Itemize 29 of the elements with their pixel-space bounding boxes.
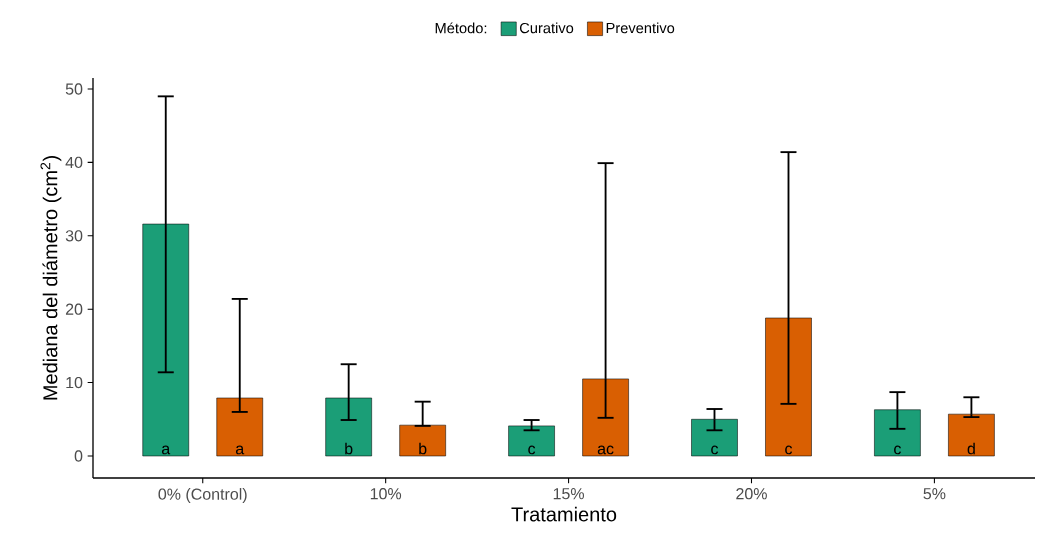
x-tick-label: 0% (Control) [158, 488, 247, 503]
data-label: b [419, 442, 427, 455]
legend-title: Método: [435, 22, 487, 34]
bar [399, 424, 446, 457]
x-tick-label: 15% [553, 488, 585, 500]
data-label: c [894, 445, 901, 455]
y-tick-label: 30 [65, 230, 83, 242]
data-label: d [967, 442, 975, 455]
y-tick-label: 0 [74, 450, 83, 462]
data-label: a [235, 445, 245, 455]
bar [508, 425, 555, 457]
x-axis-title: Tratamiento [511, 506, 617, 522]
data-label: b [345, 442, 353, 455]
legend-label: Preventivo [606, 22, 675, 34]
y-tick-label: 10 [66, 376, 83, 389]
y-tick-label: 20 [65, 303, 83, 315]
x-tick-label: 10% [370, 488, 402, 500]
data-label: c [528, 445, 536, 455]
x-tick-label: 20% [736, 488, 767, 500]
y-tick-label: 40 [65, 156, 83, 169]
data-label: c [711, 445, 719, 455]
y-tick-label: 50 [65, 83, 83, 95]
legend-label: Curativo [519, 22, 574, 34]
bar [691, 419, 738, 457]
y-axis-title: Mediana del diámetro (cm$^{2}$) [40, 156, 62, 400]
data-label: c [785, 445, 793, 455]
data-label: a [161, 445, 171, 455]
data-label: ac [597, 445, 614, 455]
x-tick-label: 5% [923, 488, 946, 500]
